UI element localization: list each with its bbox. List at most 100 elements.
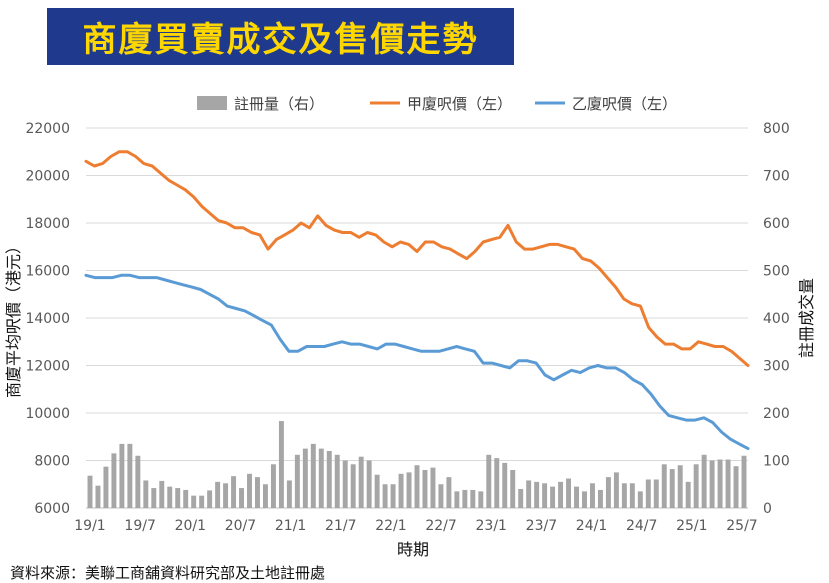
volume-bar [661, 464, 667, 508]
volume-bar [613, 472, 619, 508]
volume-bar [550, 486, 556, 508]
volume-bar [215, 481, 221, 508]
y-left-tick-label: 18000 [25, 216, 70, 232]
y-right-tick-label: 400 [763, 311, 790, 327]
volume-bar [510, 470, 516, 508]
y-right-tick-label: 300 [763, 359, 790, 375]
volume-bar [470, 489, 476, 508]
volume-bar [597, 489, 603, 508]
source-note: 資料來源：美聯工商舖資料研究部及土地註冊處 [10, 564, 326, 582]
x-tick-label: 21/1 [275, 518, 306, 534]
x-tick-label: 25/1 [676, 518, 707, 534]
y-right-tick-label: 700 [763, 169, 790, 185]
volume-bar [462, 489, 468, 508]
volume-bar [478, 491, 484, 508]
volume-bar [589, 483, 595, 508]
volume-bar [270, 464, 276, 508]
y-left-tick-label: 10000 [25, 406, 70, 422]
volume-bar [653, 479, 659, 508]
volume-bar [382, 484, 388, 508]
volume-bar [709, 460, 715, 508]
x-axis-label: 時期 [397, 540, 429, 559]
x-tick-label: 20/1 [175, 518, 206, 534]
volume-bar [446, 477, 452, 508]
volume-bar [685, 481, 691, 508]
volume-bar [669, 469, 675, 508]
x-tick-label: 22/1 [375, 518, 406, 534]
volume-bar [239, 488, 245, 508]
x-tick-label: 19/7 [124, 518, 155, 534]
volume-bar [741, 455, 747, 508]
legend-volume-label: 註冊量（右） [234, 95, 324, 113]
y-left-tick-label: 14000 [25, 311, 70, 327]
volume-bar [574, 486, 579, 508]
volume-bar [334, 454, 340, 508]
volume-bar [159, 480, 165, 508]
volume-bar [637, 491, 643, 508]
x-tick-label: 24/1 [576, 518, 607, 534]
volume-bar [605, 477, 611, 508]
volume-bar [502, 462, 508, 508]
volume-bar [486, 454, 492, 508]
volume-bar [621, 483, 627, 508]
legend-bar-swatch [197, 96, 227, 110]
y-right-tick-label: 0 [763, 501, 772, 517]
volume-bar [398, 473, 404, 508]
volume-bar [342, 460, 348, 508]
volume-bar [302, 448, 308, 508]
grade-a-price-line [84, 150, 750, 367]
y-left-tick-label: 8000 [34, 454, 70, 470]
y-right-tick-label: 100 [763, 454, 790, 470]
volume-bar [199, 495, 205, 508]
y-left-tick-label: 12000 [25, 359, 70, 375]
volume-bar [151, 488, 157, 508]
volume-bar [191, 495, 197, 508]
volume-bar [494, 458, 500, 508]
volume-bar [390, 484, 396, 508]
x-tick-label: 19/1 [74, 518, 105, 534]
volume-bar [262, 484, 268, 508]
y-left-tick-label: 16000 [25, 264, 70, 280]
volume-bar [175, 488, 181, 508]
y-right-tick-label: 600 [763, 216, 790, 232]
y-right-tick-label: 500 [763, 264, 790, 280]
volume-bar [247, 473, 252, 508]
volume-bar [526, 480, 532, 508]
y-right-tick-label: 200 [763, 406, 790, 422]
volume-bar [207, 490, 213, 508]
volume-bar [717, 459, 723, 508]
x-tick-label: 23/7 [526, 518, 557, 534]
volume-bar [430, 467, 436, 508]
legend-grade-a-label: 甲廈呎價（左） [407, 95, 512, 113]
volume-bar [438, 484, 444, 508]
chart-title: 商廈買賣成交及售價走勢 [82, 20, 479, 60]
x-tick-label: 22/7 [425, 518, 456, 534]
volume-bar [318, 448, 324, 508]
volume-bar [677, 465, 683, 508]
volume-bar [167, 486, 173, 508]
chart: 2200020000180001600014000120001000080006… [4, 95, 816, 559]
volume-bar [135, 455, 141, 508]
volume-bar [326, 451, 332, 508]
y-left-tick-label: 20000 [25, 169, 70, 185]
chart-title-box: 商廈買賣成交及售價走勢 [47, 8, 514, 65]
volume-bar [294, 454, 300, 508]
volume-bar [542, 483, 548, 508]
volume-bar [693, 464, 699, 508]
y-right-tick-label: 800 [763, 121, 790, 137]
volume-bar [143, 480, 149, 508]
volume-bar [725, 459, 731, 508]
volume-bar [310, 443, 316, 508]
volume-bar [558, 481, 564, 508]
grade-b-price-line [84, 273, 750, 451]
volume-bar [366, 460, 372, 508]
volume-bar [223, 483, 229, 508]
volume-bar [95, 485, 101, 508]
volume-bar [111, 453, 117, 508]
volume-bar [582, 491, 587, 508]
volume-bar [566, 478, 572, 508]
volume-bar [374, 474, 380, 508]
volume-bar [534, 481, 540, 508]
x-tick-label: 24/7 [626, 518, 657, 534]
y-left-axis-label: 商廈平均呎價（港元） [4, 238, 23, 398]
